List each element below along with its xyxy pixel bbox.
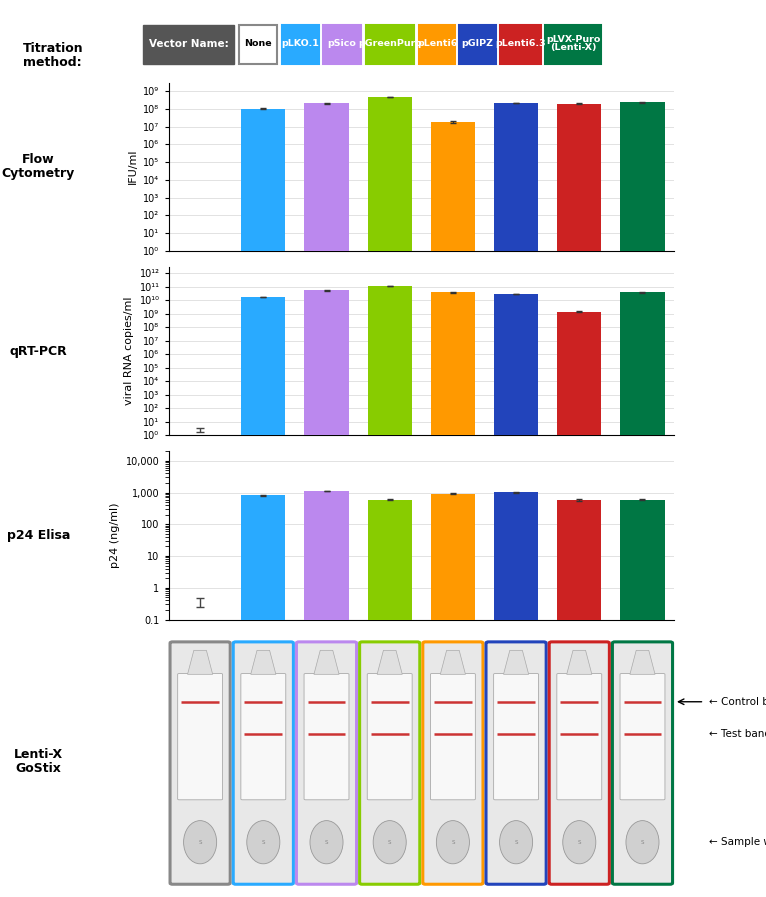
- FancyBboxPatch shape: [460, 24, 496, 65]
- FancyBboxPatch shape: [322, 24, 361, 65]
- FancyBboxPatch shape: [143, 24, 234, 65]
- FancyBboxPatch shape: [233, 642, 293, 884]
- Polygon shape: [503, 650, 529, 675]
- Ellipse shape: [626, 821, 659, 864]
- Polygon shape: [188, 650, 213, 675]
- FancyBboxPatch shape: [304, 674, 349, 800]
- FancyBboxPatch shape: [365, 24, 414, 65]
- FancyBboxPatch shape: [170, 642, 231, 884]
- FancyBboxPatch shape: [557, 674, 602, 800]
- Text: pSico: pSico: [327, 39, 356, 48]
- Text: ← Sample well: ← Sample well: [709, 837, 766, 847]
- FancyBboxPatch shape: [549, 642, 610, 884]
- FancyBboxPatch shape: [367, 674, 412, 800]
- Bar: [494, 294, 538, 897]
- Text: pLKO.1: pLKO.1: [282, 39, 319, 48]
- Bar: [368, 286, 412, 897]
- Bar: [304, 491, 349, 897]
- Y-axis label: p24 (ng/ml): p24 (ng/ml): [110, 502, 120, 568]
- Text: ← Control band: ← Control band: [709, 697, 766, 707]
- Polygon shape: [440, 650, 466, 675]
- Text: ← Test band: ← Test band: [709, 729, 766, 739]
- Bar: [620, 292, 665, 897]
- FancyBboxPatch shape: [620, 674, 665, 800]
- FancyBboxPatch shape: [499, 24, 541, 65]
- Ellipse shape: [184, 821, 217, 864]
- Text: S: S: [261, 840, 265, 845]
- Polygon shape: [630, 650, 655, 675]
- FancyBboxPatch shape: [545, 24, 601, 65]
- Ellipse shape: [247, 821, 280, 864]
- Y-axis label: IFU/ml: IFU/ml: [128, 149, 138, 185]
- Ellipse shape: [499, 821, 532, 864]
- Text: None: None: [244, 39, 272, 48]
- FancyBboxPatch shape: [486, 642, 546, 884]
- Text: pLenti6: pLenti6: [417, 39, 457, 48]
- Text: S: S: [388, 840, 391, 845]
- Text: S: S: [640, 840, 644, 845]
- Text: Vector Name:: Vector Name:: [149, 39, 228, 48]
- Polygon shape: [377, 650, 402, 675]
- Text: Lenti-X
GoStix: Lenti-X GoStix: [14, 748, 63, 775]
- Bar: [494, 492, 538, 897]
- FancyBboxPatch shape: [239, 24, 277, 65]
- Text: S: S: [198, 840, 202, 845]
- Bar: [304, 291, 349, 897]
- Bar: [241, 109, 286, 897]
- FancyBboxPatch shape: [178, 674, 223, 800]
- Bar: [430, 122, 475, 897]
- Polygon shape: [567, 650, 592, 675]
- Text: qRT-PCR: qRT-PCR: [9, 344, 67, 358]
- FancyBboxPatch shape: [493, 674, 538, 800]
- Text: S: S: [451, 840, 455, 845]
- Bar: [557, 104, 601, 897]
- FancyBboxPatch shape: [296, 642, 357, 884]
- Bar: [620, 102, 665, 897]
- Text: Titration
method:: Titration method:: [23, 42, 83, 69]
- Ellipse shape: [310, 821, 343, 864]
- Bar: [430, 493, 475, 897]
- Polygon shape: [250, 650, 276, 675]
- Bar: [430, 292, 475, 897]
- Bar: [368, 500, 412, 897]
- Bar: [494, 102, 538, 897]
- Text: S: S: [514, 840, 518, 845]
- Bar: [241, 297, 286, 897]
- Text: S: S: [578, 840, 581, 845]
- Ellipse shape: [437, 821, 470, 864]
- Bar: [557, 500, 601, 897]
- Text: pLenti6.3: pLenti6.3: [495, 39, 545, 48]
- Text: pGIPZ: pGIPZ: [461, 39, 493, 48]
- FancyBboxPatch shape: [419, 24, 455, 65]
- Text: p24 Elisa: p24 Elisa: [7, 529, 70, 542]
- FancyBboxPatch shape: [423, 642, 483, 884]
- Bar: [557, 312, 601, 897]
- Ellipse shape: [563, 821, 596, 864]
- Bar: [368, 97, 412, 897]
- Bar: [304, 103, 349, 897]
- FancyBboxPatch shape: [612, 642, 673, 884]
- Polygon shape: [314, 650, 339, 675]
- FancyBboxPatch shape: [430, 674, 476, 800]
- Bar: [620, 500, 665, 897]
- FancyBboxPatch shape: [359, 642, 420, 884]
- Text: pGreenPuro: pGreenPuro: [358, 39, 421, 48]
- Bar: [241, 495, 286, 897]
- FancyBboxPatch shape: [283, 24, 319, 65]
- FancyBboxPatch shape: [241, 674, 286, 800]
- Text: Flow
Cytometry: Flow Cytometry: [2, 153, 75, 180]
- Text: pLVX-Puro
(Lenti-X): pLVX-Puro (Lenti-X): [546, 35, 600, 52]
- Y-axis label: viral RNA copies/ml: viral RNA copies/ml: [124, 297, 134, 405]
- Text: S: S: [325, 840, 329, 845]
- Ellipse shape: [373, 821, 406, 864]
